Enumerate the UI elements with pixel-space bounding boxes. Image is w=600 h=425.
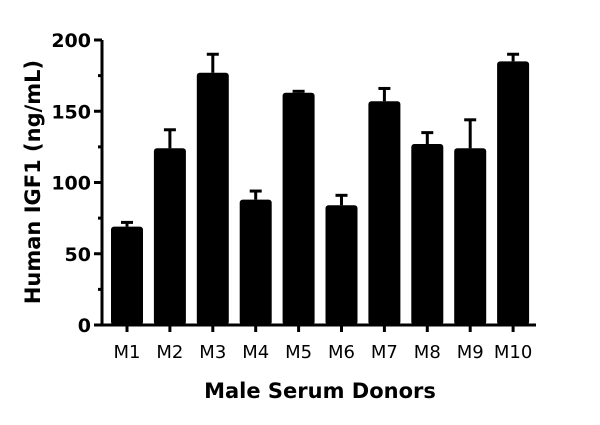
y-axis-title: Human IGF1 (ng/mL) — [21, 60, 45, 304]
bar — [368, 101, 401, 326]
x-tick-label: M2 — [156, 342, 183, 363]
y-tick-label: 200 — [51, 30, 91, 52]
y-axis: 0 50 100 150 200 — [51, 30, 104, 337]
bar — [153, 148, 186, 325]
bar — [239, 199, 272, 325]
bar — [454, 148, 487, 325]
y-tick-label: 150 — [51, 101, 91, 123]
x-tick-label: M4 — [242, 342, 269, 363]
x-tick-label: M10 — [494, 342, 532, 363]
y-tick-label: 100 — [51, 173, 91, 195]
bar — [497, 61, 530, 325]
x-axis: M1 M2 M3 M4 M5 M6 M7 M8 M9 M10 — [101, 323, 536, 363]
bar — [282, 92, 315, 325]
x-tick-label: M6 — [328, 342, 355, 363]
bar — [411, 144, 444, 325]
x-axis-title: Male Serum Donors — [204, 379, 436, 403]
bar — [196, 72, 229, 326]
x-tick-label: M8 — [414, 342, 441, 363]
x-tick-label: M9 — [457, 342, 484, 363]
x-tick-label: M7 — [371, 342, 398, 363]
x-tick-label: M5 — [285, 342, 312, 363]
bar — [325, 205, 358, 325]
y-tick-label: 50 — [65, 244, 91, 266]
x-tick-label: M1 — [114, 342, 141, 363]
bar — [111, 226, 143, 325]
bars-group — [111, 52, 530, 326]
x-tick-label: M3 — [199, 342, 226, 363]
y-tick-label: 0 — [78, 315, 91, 337]
